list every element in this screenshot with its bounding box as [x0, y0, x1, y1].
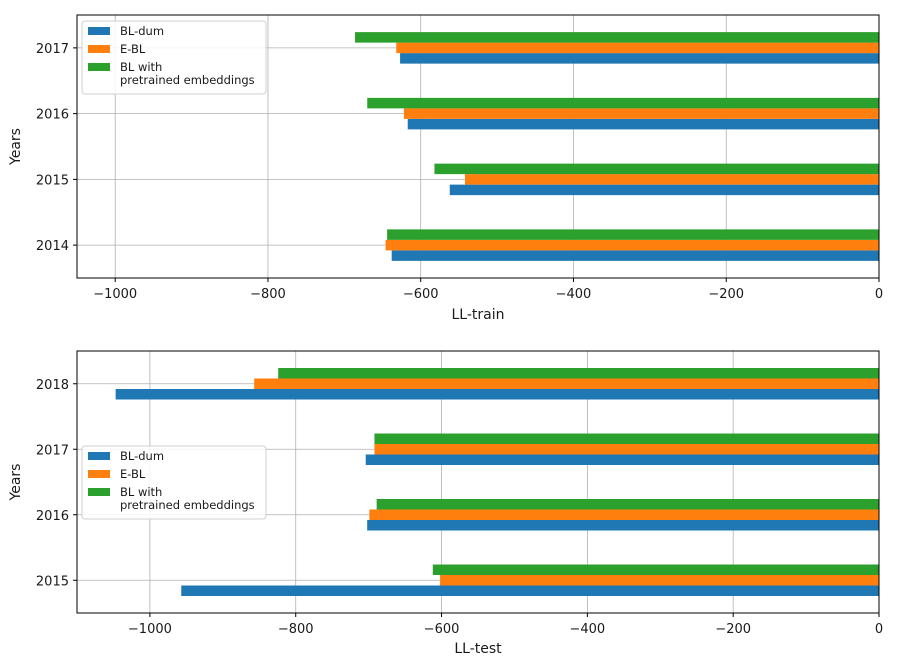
- bar-bl-dum-2015: [449, 184, 879, 196]
- bar-bl-with-2016: [367, 97, 879, 109]
- legend-label: BL with pretrained embeddings: [120, 485, 255, 512]
- bar-bl-dum-2015: [181, 585, 879, 596]
- legend-swatch: [88, 470, 110, 478]
- y-tick-label: 2016: [36, 108, 69, 123]
- legend-box: [81, 20, 267, 95]
- x-tick-label: −800: [278, 622, 314, 637]
- x-tick-label: −400: [570, 622, 606, 637]
- legend-label-line: E-BL: [120, 42, 146, 56]
- y-tick-label: 2017: [36, 443, 69, 458]
- x-tick-label: −200: [715, 622, 751, 637]
- legend-label-line: pretrained embeddings: [120, 498, 255, 512]
- bar-e-bl-2016: [369, 509, 879, 520]
- legend-swatch: [88, 27, 110, 35]
- bar-bl-with-2016: [376, 499, 879, 510]
- x-axis-label: LL-test: [454, 641, 502, 657]
- legend-label-line: BL with: [120, 60, 162, 74]
- y-tick-label: 2015: [36, 173, 69, 188]
- chart-1: −1000 −800 −600 −400 −200 0 2014 2015 2016 2017 LL…: [8, 14, 883, 323]
- bar-bl-with-2017: [374, 433, 879, 444]
- bar-bl-with-2018: [278, 368, 879, 379]
- legend: BL-dum E-BL BL with pretrained embeddings: [81, 20, 267, 95]
- legend: BL-dum E-BL BL with pretrained embeddings: [81, 445, 267, 520]
- bar-e-bl-2017: [374, 444, 879, 455]
- bar-e-bl-2016: [403, 108, 879, 119]
- bar-bl-with-2017: [355, 32, 879, 43]
- legend-label-line: BL-dum: [120, 449, 164, 463]
- legend-label: E-BL: [120, 42, 146, 56]
- bar-bl-dum-2016: [407, 118, 879, 130]
- legend-swatch: [88, 488, 110, 496]
- legend-label-line: BL-dum: [120, 24, 164, 38]
- bar-bl-with-2015: [434, 163, 879, 175]
- y-axis-label: Years: [8, 128, 24, 166]
- x-tick-label: −400: [556, 287, 592, 302]
- x-tick-label: −200: [708, 287, 744, 302]
- x-tick-label: −1000: [93, 287, 137, 302]
- x-tick-label: −800: [250, 287, 286, 302]
- y-tick-label: 2014: [36, 239, 69, 254]
- legend-label: BL with pretrained embeddings: [120, 60, 255, 87]
- bar-bl-with-2015: [432, 564, 879, 575]
- legend-label: BL-dum: [120, 24, 164, 38]
- legend-label: E-BL: [120, 467, 146, 481]
- bar-bl-dum-2017: [365, 454, 880, 465]
- bar-e-bl-2015: [440, 575, 879, 586]
- x-tick-label: 0: [875, 622, 883, 637]
- y-tick-label: 2018: [36, 378, 69, 393]
- y-tick-label: 2017: [36, 42, 69, 57]
- bar-bl-dum-2017: [400, 53, 879, 64]
- x-tick-label: −600: [403, 287, 439, 302]
- legend-label-line: E-BL: [120, 467, 146, 481]
- x-axis-label: LL-train: [452, 307, 505, 323]
- y-tick-label: 2015: [36, 574, 69, 589]
- bar-e-bl-2015: [465, 174, 879, 185]
- bar-bl-dum-2016: [367, 520, 879, 531]
- bar-bl-with-2014: [387, 229, 879, 240]
- legend-label-line: pretrained embeddings: [120, 73, 255, 87]
- axes-frame: [76, 14, 880, 279]
- legend-label-line: BL with: [120, 485, 162, 499]
- legend-swatch: [88, 452, 110, 460]
- legend-box: [81, 445, 267, 520]
- bar-e-bl-2018: [254, 378, 880, 389]
- bar-e-bl-2017: [396, 42, 879, 54]
- y-axis-label: Years: [8, 464, 24, 502]
- y-tick-label: 2016: [36, 509, 69, 524]
- bar-bl-dum-2018: [115, 389, 879, 400]
- legend-label: BL-dum: [120, 449, 164, 463]
- x-tick-label: −1000: [128, 622, 172, 637]
- bar-bl-dum-2014: [391, 250, 879, 261]
- legend-swatch: [88, 63, 110, 71]
- bar-e-bl-2014: [385, 239, 879, 251]
- legend-swatch: [88, 45, 110, 53]
- axes-frame: [76, 350, 880, 614]
- x-tick-label: −600: [424, 622, 460, 637]
- chart-2: −1000 −800 −600 −400 −200 0 2015 2016 2017 2018 LL…: [8, 350, 883, 657]
- x-tick-label: 0: [875, 287, 883, 302]
